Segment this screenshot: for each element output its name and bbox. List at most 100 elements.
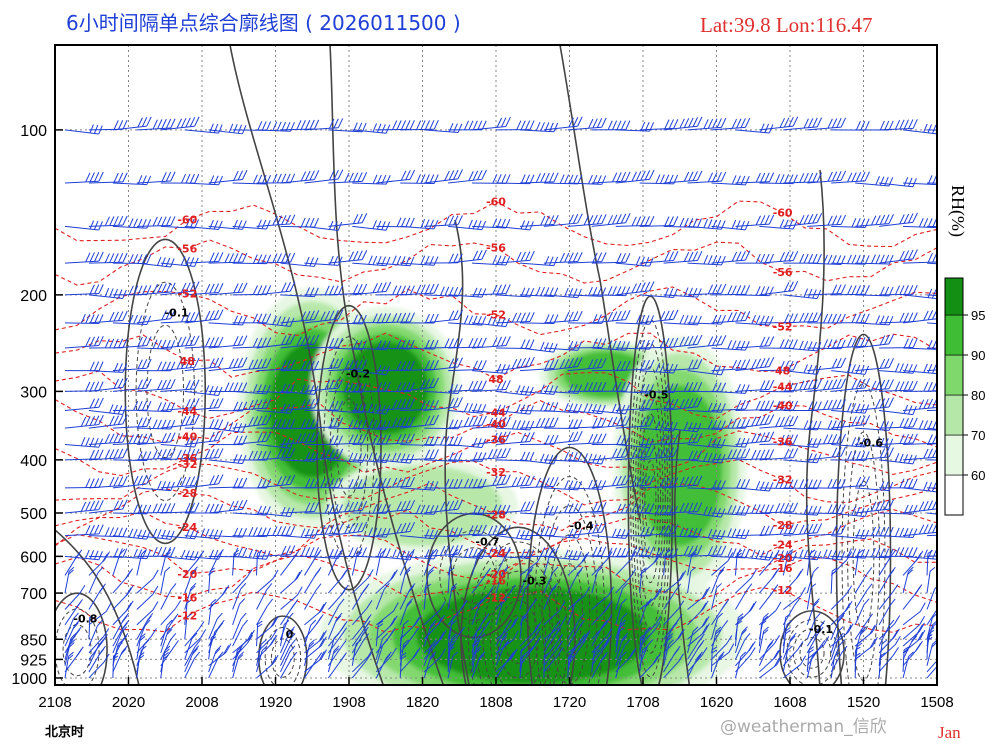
omega-contour-label: -0.8 (73, 613, 97, 626)
wind-barb (902, 123, 937, 135)
omega-contour-label: -0.2 (346, 368, 370, 381)
wind-barb (256, 583, 273, 610)
wind-barb (376, 416, 416, 429)
wind-barb (902, 622, 925, 647)
colorbar-segment (944, 394, 964, 436)
wind-barb (327, 549, 344, 576)
wind-barb (256, 616, 279, 640)
wind-barb (735, 504, 774, 515)
wind-barb (328, 250, 368, 264)
wind-barb (64, 639, 76, 666)
wind-barb (351, 549, 363, 576)
wind-barb (256, 359, 296, 372)
x-tick-label: 2108 (38, 694, 71, 711)
wind-barb (328, 500, 368, 514)
wind-barb (256, 252, 296, 264)
wind-barb (208, 612, 223, 640)
x-tick-label: 1820 (406, 694, 439, 711)
wind-barb (591, 634, 612, 660)
wind-barb (567, 403, 606, 415)
wind-barb (400, 480, 439, 491)
wind-barb (711, 117, 751, 131)
temperature-contour-label: -32 (177, 458, 197, 471)
wind-barb (64, 632, 77, 660)
wind-barb (806, 640, 826, 667)
wind-barb (759, 434, 799, 446)
wind-barb (472, 431, 511, 446)
wind-barb (160, 281, 200, 296)
wind-barb (567, 566, 584, 594)
wind-barb (88, 653, 110, 679)
wind-barb (208, 651, 224, 679)
wind-barb (64, 646, 84, 673)
wind-barb (304, 523, 344, 537)
wind-barb (782, 627, 791, 653)
wind-barb (112, 600, 134, 626)
wind-barb (711, 651, 725, 679)
wind-barb (304, 583, 322, 610)
wind-barb (424, 215, 463, 227)
wind-barb (256, 645, 268, 673)
y-tick-label: 700 (20, 586, 47, 603)
wind-barb (807, 549, 846, 561)
wind-barb (376, 499, 416, 514)
wind-barb (639, 119, 679, 131)
omega-contour (799, 637, 825, 669)
wind-barb (495, 250, 535, 264)
wind-barb (112, 645, 128, 673)
wind-barb (878, 598, 896, 626)
wind-barb (376, 120, 415, 131)
wind-barb (831, 506, 870, 518)
wind-barb (687, 255, 726, 266)
wind-barb (160, 311, 200, 324)
wind-barb (447, 567, 455, 594)
wind-barb (327, 598, 345, 626)
wind-barb (376, 433, 415, 446)
wind-barb (256, 598, 274, 626)
wind-barb (136, 549, 147, 576)
wind-barb (64, 566, 75, 594)
wind-barb (160, 173, 200, 184)
wind-barb (304, 309, 344, 324)
wind-barb (591, 586, 614, 610)
wind-barb (926, 182, 937, 184)
omega-contour-label: -0.6 (859, 436, 883, 449)
wind-barb (663, 583, 682, 610)
wind-barb (711, 219, 750, 231)
wind-barb (734, 626, 748, 654)
wind-barb (783, 172, 822, 184)
wind-barb (208, 547, 248, 558)
wind-barb (304, 548, 343, 559)
wind-barb (448, 219, 487, 231)
temperature-contour-label: -24 (177, 521, 197, 534)
wind-barb (807, 433, 846, 446)
colorbar-frame (944, 277, 964, 516)
wind-barb (375, 651, 392, 679)
omega-zero-contour (229, 45, 385, 685)
wind-barb (256, 526, 296, 537)
wind-barb (759, 648, 781, 673)
wind-barb (711, 583, 722, 610)
wind-barb (495, 639, 510, 666)
wind-barb (88, 448, 128, 461)
wind-barb (783, 523, 823, 537)
wind-barb (232, 431, 272, 446)
wind-barb (327, 645, 340, 673)
wind-barb (687, 506, 726, 518)
wind-barb (878, 566, 896, 594)
wind-barb (735, 414, 775, 429)
wind-barb (184, 336, 224, 349)
wind-barb (423, 651, 437, 679)
omega-contour (270, 638, 295, 678)
wind-barb (471, 548, 484, 576)
wind-barb (567, 546, 607, 557)
wind-barb (639, 477, 679, 489)
wind-barb (88, 628, 110, 654)
wind-barb (256, 447, 296, 461)
wind-barb (328, 172, 368, 184)
wind-barb (352, 527, 391, 538)
wind-barb (615, 551, 637, 576)
wind-barb (783, 505, 822, 516)
wind-barb (807, 214, 847, 227)
wind-barb (280, 256, 319, 267)
